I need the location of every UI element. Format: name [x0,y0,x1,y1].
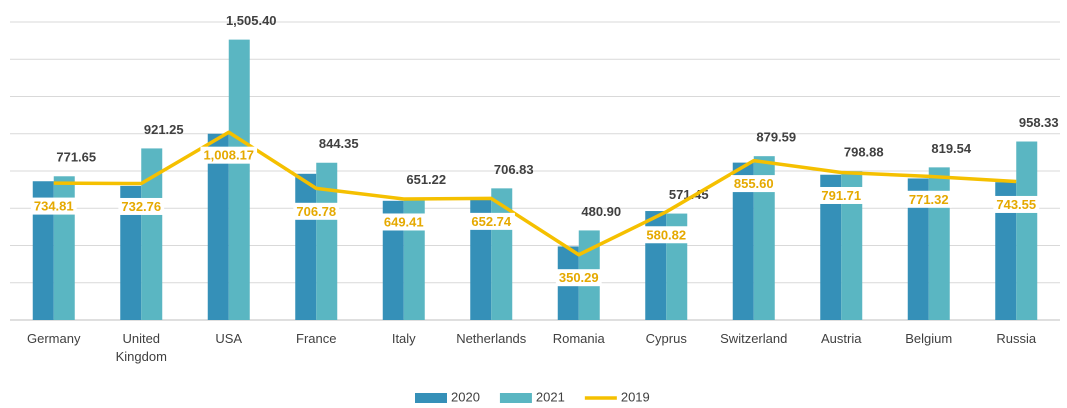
x-tick-label: USA [215,331,243,346]
x-tick-label: Netherlands [456,331,527,346]
legend-swatch [499,393,532,403]
label-background [118,197,165,215]
label-background [643,226,690,244]
bar-value-label: 1,505.40 [226,13,277,28]
label-background [555,269,602,287]
label-background [905,190,952,208]
legend-swatch [415,393,447,403]
x-tick-label: Romania [552,331,605,346]
bar [295,173,317,320]
line-value-label: 791.71 [821,188,861,203]
bar-value-label: 771.65 [56,150,96,165]
line-value-label: 350.29 [559,270,599,285]
line-value-label: 1,008.17 [203,148,254,163]
bar-value-label: 651.22 [406,172,446,187]
line-value-label: 649.41 [384,214,424,229]
line-value-label: 734.81 [34,199,74,214]
bar [928,167,950,320]
bar [841,171,863,320]
line-value-label: 652.74 [471,214,512,229]
label-background [818,186,865,204]
line-value-label: 706.78 [296,204,336,219]
bar [32,181,54,320]
x-tick-label: Austria [821,331,862,346]
x-tick-label: Germany [27,331,81,346]
bar-value-label: 798.88 [844,145,884,160]
label-background [380,213,427,231]
line-value-label: 771.32 [909,192,949,207]
label-background [468,212,515,230]
x-tick-label: Russia [996,331,1037,346]
line [53,130,1017,257]
bar-value-label: 921.25 [144,122,184,137]
bar-value-label: 819.54 [931,141,972,156]
bar [207,133,229,320]
bar [470,199,492,320]
bar [382,200,404,320]
bar [228,39,250,320]
bar [820,174,842,320]
bar-value-label: 958.33 [1019,115,1059,130]
x-tick-label: Cyprus [645,331,687,346]
label-background [993,195,1040,213]
legend-label: 2021 [536,389,565,404]
bar-value-label: 571.45 [669,187,709,202]
bar [907,178,929,320]
label-background [293,202,340,220]
x-tick-label: Belgium [905,331,953,346]
line-value-label: 743.55 [996,197,1036,212]
bar [995,182,1017,320]
x-tick-label: Italy [391,331,416,346]
x-tick-label: Switzerland [720,331,788,346]
label-background [200,146,258,164]
bar [753,156,775,320]
line-value-label: 580.82 [646,227,686,242]
bar-value-label: 706.83 [494,162,534,177]
legend-label: 2019 [621,389,650,404]
bar [1016,141,1038,320]
legend-label: 2020 [451,389,480,404]
x-tick-label: United Kingdom [115,331,167,364]
bar [316,162,338,320]
bar-value-label: 844.35 [319,136,359,151]
label-background [730,175,777,193]
x-tick-label: France [296,331,337,346]
bar-value-label: 879.59 [756,130,796,145]
bar [141,148,163,320]
label-background [30,197,77,215]
line-value-label: 732.76 [121,199,161,214]
bar-value-label: 480.90 [581,204,621,219]
bar [732,162,754,320]
bar [120,185,142,320]
line-value-label: 855.60 [734,176,774,191]
